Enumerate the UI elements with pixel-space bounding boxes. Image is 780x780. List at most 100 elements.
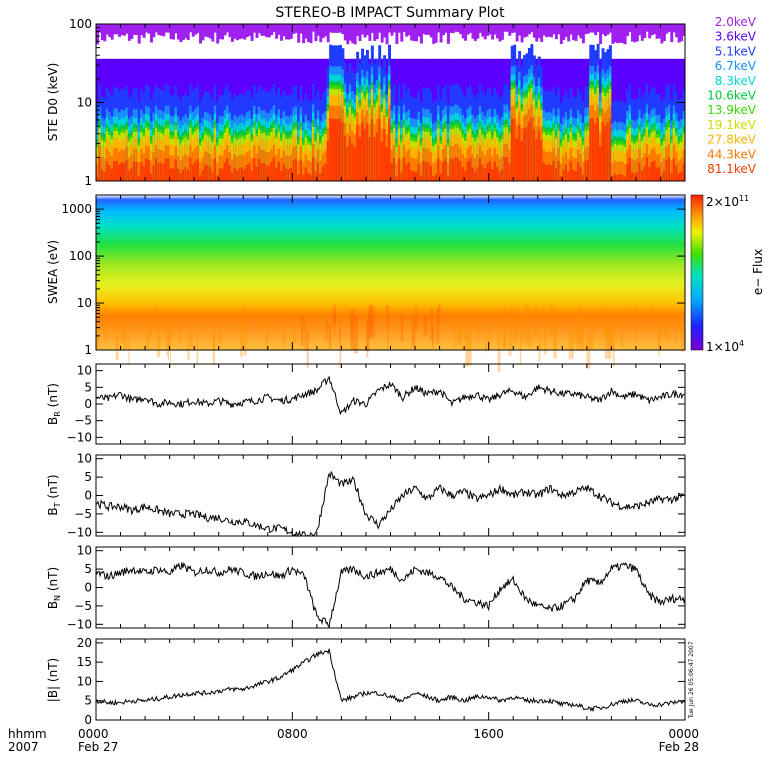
ste-channel-band [606,122,610,181]
ste-channel-band [442,24,445,36]
ste-channel-band [98,158,102,181]
swea-streak [503,320,507,347]
colorbar-min-label: 1×104 [706,339,744,354]
ste-channel-band [167,24,171,33]
ste-channel-band [498,24,502,42]
swea-streak [369,303,372,335]
ste-channel-band [275,24,279,39]
swea-streak [400,316,404,342]
ste-channel-band [508,163,512,181]
ste-channel-band [682,163,686,181]
ste-channel-band [559,24,563,44]
x-tick-time: 1600 [473,727,504,741]
swea-streak [154,305,157,332]
ste-channel-band [572,156,576,181]
ste-channel-band [289,167,293,181]
ste-channel-band [213,24,217,33]
ste-channel-band [363,128,367,181]
ste-channel-band [314,171,318,181]
ste-channel-band [147,159,151,181]
swea-streak [578,306,583,346]
ste-channel-band [196,24,200,33]
ste-channel-band [476,167,480,181]
ste-channel-band [562,24,566,41]
ste-channel-band [383,128,387,181]
ste-channel-band [230,159,234,181]
swea-streak [265,316,269,350]
ste-channel-band [280,24,284,41]
ste-channel-band [358,24,362,41]
swea-y-ticks: 1 10 100 1000 [61,194,685,357]
ste-channel-band [464,24,468,41]
ste-channel-band [419,175,423,181]
ste-channel-band [103,24,107,42]
bt-ytick-label: 5 [84,470,92,484]
ste-channel-band [216,175,220,181]
ste-channel-band [96,163,99,181]
swea-streak [332,304,337,325]
ste-channel-band [213,158,217,181]
ste-channel-band [378,118,382,181]
ste-channel-band [235,156,239,181]
swea-streak [430,308,434,341]
ste-channel-band [216,162,220,181]
ste-legend-entry: 44.3keV [707,147,757,161]
ste-channel-band [439,24,443,43]
ste-channel-band [154,24,158,33]
ste-channel-band [218,24,222,40]
ste-channel-band [473,171,477,181]
swea-streak [476,315,480,344]
ste-channel-band [513,118,517,181]
ste-channel-band [294,158,298,181]
ste-channel-band [164,158,168,181]
ste-channel-band [235,24,239,41]
ste-channel-band [280,157,284,181]
ste-channel-band [191,24,195,37]
ste-channel-band [464,170,468,181]
swea-streak [350,310,355,350]
ste-channel-band [299,24,303,34]
ste-channel-band [459,160,463,181]
swea-streak [354,313,358,354]
ste-channel-band [677,173,681,181]
bmag-panel: 20 15 10 5 0 |B| (nT) Tue Jun 26 05:06:47 20… [46,636,695,727]
colorbar-max-label: 2×1011 [706,194,749,209]
ste-channel-band [145,158,149,181]
ste-channel-band [250,158,254,181]
swea-streak [665,320,670,341]
ste-channel-band [162,164,166,181]
ste-channel-band [336,24,340,33]
ste-channel-band [591,24,595,33]
ste-channel-band [599,24,603,44]
ste-channel-band [169,24,173,40]
ste-spectrum [96,24,686,182]
ste-channel-band [658,167,661,181]
swea-streak [187,331,190,360]
ste-channel-band [324,163,328,181]
swea-streak [504,304,506,330]
ste-legend-entry: 2.0keV [715,15,757,29]
ste-channel-band [567,158,571,181]
ste-channel-band [176,24,180,40]
ste-channel-band [216,24,220,44]
ste-channel-band [530,117,534,181]
ste-channel-band [194,161,198,181]
ste-channel-band [390,162,394,181]
ste-channel-band [186,156,190,181]
ste-channel-band [378,24,382,33]
ste-channel-band [638,162,642,181]
x-tick-time: 0000 [668,727,699,741]
swea-streak [334,310,336,336]
ste-channel-band [444,158,448,181]
ste-channel-band [189,157,193,181]
ste-channel-band [581,174,585,181]
br-panel: 10 5 0 −5 −10 BR (nT) [46,363,686,445]
swea-streak [240,321,244,357]
br-frame [95,363,686,445]
ste-channel-band [613,160,617,181]
ste-channel-band [270,24,274,36]
ste-channel-band [218,168,222,181]
bmag-ytick-label: 15 [77,655,92,669]
swea-streak [524,304,528,329]
swea-streak [538,327,541,362]
